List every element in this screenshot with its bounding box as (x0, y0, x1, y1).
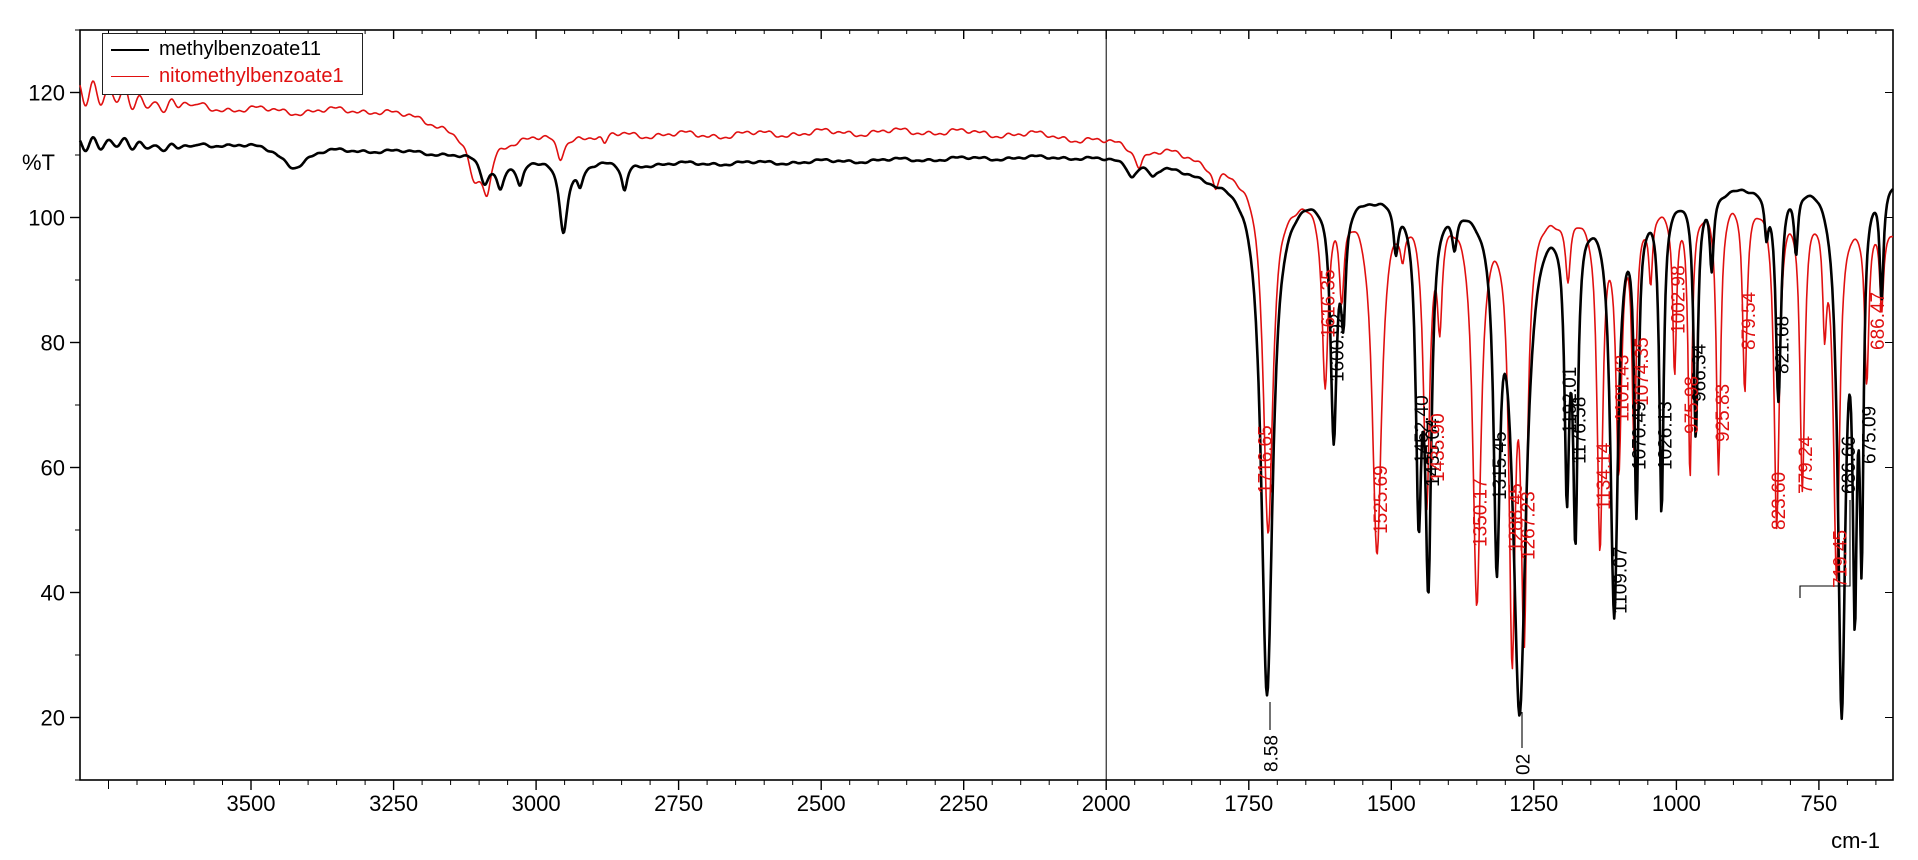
y-tick-label: 60 (41, 456, 65, 481)
peak-label-128845: 1288.45 (1506, 483, 1527, 552)
series-nitomethylbenzoate1 (79, 80, 1894, 670)
x-tick-label: 1000 (1652, 791, 1701, 816)
peak-label-97598: 975.98 (1682, 376, 1703, 434)
peak-label-131545: 1315.45 (1490, 431, 1511, 500)
peak-label-152569: 1525.69 (1371, 465, 1392, 534)
peak-label-82168: 821.68 (1772, 316, 1793, 374)
peak-label-102613: 1026.13 (1655, 401, 1676, 470)
peak-label-126723: 1267.23 (1519, 491, 1540, 560)
legend-swatch (111, 76, 149, 77)
peak-label-82360: 823.60 (1769, 472, 1790, 530)
x-tick-label: 750 (1801, 791, 1838, 816)
peak-label-71945: 719.45 (1830, 530, 1851, 588)
x-tick-label: 2500 (797, 791, 846, 816)
x-tick-label: 2750 (654, 791, 703, 816)
peak-label-107049: 1070.49 (1630, 401, 1651, 470)
peak-label-96634: 966.34 (1690, 343, 1711, 402)
y-tick-label: 100 (28, 206, 65, 231)
y-tick-label: 120 (28, 81, 65, 106)
peak-label-113414: 1134.14 (1594, 442, 1615, 510)
x-axis-unit-label: cm-1 (1831, 828, 1880, 853)
peak-label-100298: 1002.98 (1669, 265, 1690, 334)
x-tick-label: 3000 (512, 791, 561, 816)
peak-label-110907: 1109.07 (1610, 547, 1631, 614)
legend-item: nitomethylbenzoate1 (111, 63, 344, 90)
legend: methylbenzoate11 nitomethylbenzoate1 (102, 33, 363, 95)
x-tick-label: 1250 (1509, 791, 1558, 816)
peak-label-107435: 1074.35 (1632, 337, 1653, 406)
peak-label-858: 8.58 (1261, 735, 1282, 772)
x-tick-label: 3500 (227, 791, 276, 816)
legend-item: methylbenzoate11 (111, 36, 344, 63)
peak-label-143504: 1435.04 (1423, 418, 1444, 487)
legend-swatch (111, 48, 149, 51)
x-tick-label: 2250 (939, 791, 988, 816)
peak-label-02: 02 (1513, 754, 1534, 775)
x-tick-label: 1750 (1224, 791, 1273, 816)
peak-label-77924: 779.24 (1796, 435, 1817, 494)
series-methylbenzoate11 (78, 136, 1894, 721)
peak-label-143590: 1435.90 (1428, 413, 1449, 482)
y-tick-label: 80 (41, 331, 65, 356)
peak-label-119201: 1192.01 (1560, 367, 1581, 434)
peak-label-160092: 1600.92 (1328, 313, 1349, 382)
legend-item-label: nitomethylbenzoate1 (159, 65, 344, 87)
x-tick-label: 3250 (369, 791, 418, 816)
peak-label-87954: 879.54 (1739, 291, 1760, 350)
peak-label-117658: 1176.58 (1569, 397, 1590, 464)
peak-label-161635: 1616.35 (1318, 269, 1339, 338)
peak-label-68666: 686.66 (1839, 436, 1860, 494)
peak-label-145240: 1452.40 (1412, 395, 1433, 464)
peak-label-68647: 686.47 (1868, 292, 1889, 350)
peak-label-67509: 675.09 (1860, 406, 1881, 464)
x-tick-label: 2000 (1082, 791, 1131, 816)
peak-label-110143: 1101.43 (1613, 355, 1634, 422)
y-tick-label: 40 (41, 581, 65, 606)
peak-label-leader (1799, 500, 1851, 598)
y-tick-label: 20 (41, 706, 65, 731)
x-tick-label: 1500 (1367, 791, 1416, 816)
peak-label-135017: 1350.17 (1471, 478, 1492, 547)
peak-label-92583: 925.83 (1713, 384, 1734, 442)
legend-item-label: methylbenzoate11 (159, 38, 321, 60)
peak-label-171665: 1716.65 (1256, 425, 1277, 494)
y-axis-label: %T (22, 150, 55, 175)
